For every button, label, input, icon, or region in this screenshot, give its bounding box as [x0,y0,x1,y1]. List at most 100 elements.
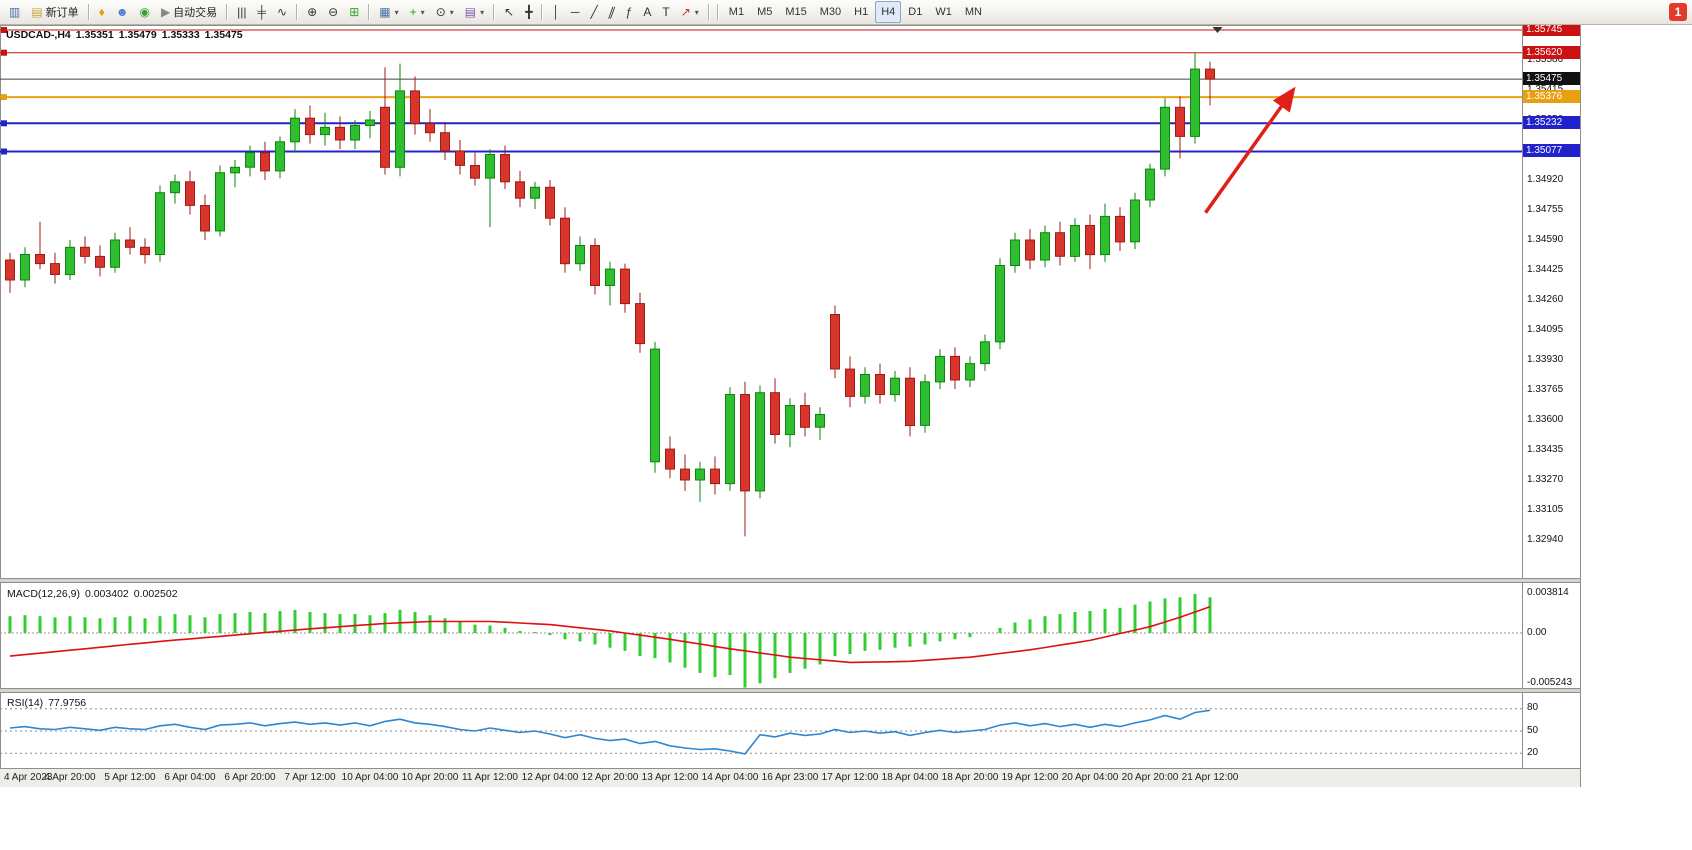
time-axis-label: 20 Apr 04:00 [1061,772,1119,783]
time-axis-label: 12 Apr 04:00 [521,772,579,783]
indicators-button[interactable]: + ▾ [405,1,430,23]
main-price-pane[interactable] [0,26,1581,578]
market-watch-button[interactable]: ◉ [134,1,154,23]
macd-pane[interactable] [0,584,1581,688]
toolbar-separator [296,4,299,20]
toolbar: ▥ ▤ 新订单 ♦ ☻ ◉ ▶ 自动交易 ||| ╪ ∿ ⊕ ⊖ ⊞ ▦ ▾ + ▾ ⊙ ▾ ▤ ▾ ↖ ╋ │ ─ ╱ ∥ ƒ A T ↗ ▾… [0,0,1692,25]
pane-separator-macd[interactable] [0,578,1580,583]
time-axis-label: 20 Apr 20:00 [1121,772,1179,783]
time-axis-label: 10 Apr 04:00 [341,772,399,783]
time-axis-label: 21 Apr 12:00 [1181,772,1239,783]
time-axis-label: 18 Apr 04:00 [881,772,939,783]
cursor-icon: ↖ [504,5,515,19]
time-axis[interactable] [0,768,1580,787]
timeframe-h1-button[interactable]: H1 [854,6,869,18]
zoom-in-button[interactable]: ⊕ [302,1,322,23]
shapes-button[interactable]: ↗ ▾ [676,1,704,23]
cursor-button[interactable]: ↖ [499,1,519,23]
new-order-icon: ▤ [31,5,43,19]
rsi-value: 77.9756 [48,697,87,709]
price-level-box: 1.35475 [1523,72,1580,85]
timeframe-d1-button[interactable]: D1 [908,6,923,18]
time-axis-label: 10 Apr 20:00 [401,772,459,783]
time-axis-label: 19 Apr 12:00 [1001,772,1059,783]
market-watch-icon: ◉ [139,5,150,19]
templates-icon: ▤ [464,5,477,19]
chart-title: USDCAD-,H4 1.35351 1.35479 1.35333 1.35475 [6,29,248,41]
rsi-pane[interactable] [0,694,1581,768]
rsi-indicator-label: RSI(14) 77.9756 [7,697,91,709]
toolbar-separator [716,4,719,20]
candlestick-icon: ╪ [257,5,267,19]
price-axis-label: 1.33765 [1527,384,1564,395]
candlestick-button[interactable]: ╪ [253,1,272,23]
crosshair-button[interactable]: ╋ [520,1,537,23]
bar-chart-button[interactable]: ||| [232,1,251,23]
profile-button[interactable]: ☻ [111,1,134,23]
price-axis-label: 1.33270 [1527,474,1564,485]
chart-open: 1.35351 [75,29,114,41]
toolbar-separator [707,4,710,20]
time-axis-label: 14 Apr 04:00 [701,772,759,783]
timeframe-m5-button[interactable]: M5 [757,6,773,18]
time-axis-label: 17 Apr 12:00 [821,772,879,783]
price-axis-label: 1.34425 [1527,264,1564,275]
macd-axis-zero: 0.00 [1527,627,1547,638]
tile-windows-button[interactable]: ⊞ [344,1,364,23]
notification-badge[interactable]: 1 [1669,3,1687,21]
pane-separator-rsi[interactable] [0,688,1580,693]
timeframe-m30-button[interactable]: M30 [819,6,842,18]
new-order-button-label: 新订单 [45,7,79,19]
price-axis-label: 1.34590 [1527,234,1564,245]
profile-icon: ☻ [115,5,129,19]
macd-name: MACD(12,26,9) [7,588,80,600]
new-chart-button[interactable]: ▦ ▾ [374,1,403,23]
text-button[interactable]: A [638,1,656,23]
time-axis-label: 4 Apr 20:00 [44,772,96,783]
timeframe-h4-button[interactable]: H4 [875,1,902,23]
fibonacci-button[interactable]: ƒ [621,1,638,23]
chart-symbol-period: USDCAD-,H4 [6,29,71,41]
trendline-button[interactable]: ╱ [585,1,602,23]
tile-windows-icon: ⊞ [349,5,360,19]
macd-axis-max: 0.003814 [1527,587,1569,598]
templates-button[interactable]: ▤ ▾ [460,1,489,23]
chevron-down-icon: ▾ [394,7,399,17]
line-chart-button[interactable]: ∿ [272,1,292,23]
price-level-box: 1.35232 [1523,116,1580,129]
time-axis-label: 12 Apr 20:00 [581,772,639,783]
channel-button[interactable]: ∥ [604,1,620,23]
timeframe-m1-button[interactable]: M1 [728,6,745,18]
price-axis-label: 1.33105 [1527,504,1564,515]
toolbar-separator [368,4,371,20]
zoom-in-icon: ⊕ [307,5,318,19]
bar-chart-icon: ||| [237,5,247,19]
periods-button[interactable]: ⊙ ▾ [431,1,459,23]
price-axis-border [1522,26,1523,786]
chevron-down-icon: ▾ [480,7,485,17]
time-axis-label: 7 Apr 12:00 [284,772,336,783]
fibonacci-icon: ƒ [625,5,633,19]
horizontal-line-button[interactable]: ─ [566,1,585,23]
timeframe-mn-button[interactable]: MN [964,6,982,18]
chevron-down-icon: ▾ [694,7,699,17]
vertical-line-button[interactable]: │ [547,1,565,23]
trendline-icon: ╱ [590,5,598,19]
timeframe-m15-button[interactable]: M15 [785,6,807,18]
new-order-button[interactable]: ▤ 新订单 [26,1,83,23]
timeframe-w1-button[interactable]: W1 [935,6,952,18]
metaeditor-button[interactable]: ♦ [94,1,110,23]
chart-low: 1.35333 [161,29,200,41]
rsi-name: RSI(14) [7,697,44,709]
price-level-box: 1.35745 [1523,23,1580,36]
autotrading-button-label: 自动交易 [173,7,218,19]
chart-window-icon: ▥ [4,1,25,23]
shapes-icon: ↗ [680,5,691,19]
label-button[interactable]: T [657,1,674,23]
zoom-out-button[interactable]: ⊖ [323,1,343,23]
price-axis-label: 1.34920 [1527,174,1564,185]
autotrading-button[interactable]: ▶ 自动交易 [156,1,222,23]
indicators-icon: + [409,5,417,19]
rsi-axis-20: 20 [1527,747,1539,758]
crosshair-icon: ╋ [525,5,533,19]
